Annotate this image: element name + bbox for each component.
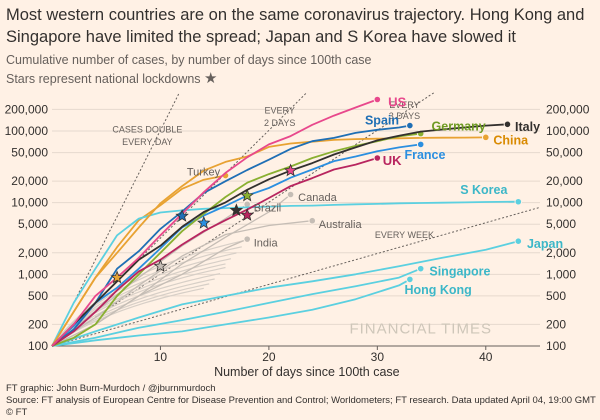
y-tick-label-left: 1,000: [18, 267, 48, 281]
series-label-france: France: [404, 148, 445, 162]
series-line-hong-kong: [51, 278, 411, 347]
y-tick-label-left: 200,000: [5, 102, 49, 116]
series-line-singapore: [51, 267, 422, 347]
series-label-uk: UK: [383, 153, 402, 168]
ref-label-2days: EVERY: [265, 106, 295, 116]
y-tick-label-right: 500: [546, 289, 566, 303]
series-end-dot-japan: [514, 237, 523, 245]
y-tick-label-left: 5,000: [18, 217, 48, 231]
series-label-us: US: [388, 94, 406, 109]
chart-subtitle: Cumulative number of cases, by number of…: [6, 53, 372, 67]
lockdown-note-text: Stars represent national lockdowns: [6, 72, 201, 86]
footer-credit: FT graphic: John Burn-Murdoch / @jburnmu…: [6, 383, 216, 394]
y-tick-label-left: 100: [28, 339, 48, 353]
series-label-canada: Canada: [298, 192, 337, 204]
y-tick-label-right: 20,000: [546, 174, 583, 188]
y-tick-label-right: 50,000: [546, 146, 583, 160]
series-line-japan: [51, 240, 519, 347]
y-tick-label-right: 5,000: [546, 217, 576, 231]
ft-watermark: FINANCIAL TIMES: [349, 320, 492, 337]
background-country-line: [51, 287, 204, 347]
series-end-dot-s-korea: [514, 197, 523, 206]
reference-line: [51, 206, 541, 347]
reference-line: [51, 92, 435, 347]
y-tick-label-left: 10,000: [11, 196, 48, 210]
series-line-italy: [51, 123, 508, 347]
series-end-dot-china: [481, 133, 490, 142]
star-icon: ★: [204, 70, 218, 87]
series-line-spain: [51, 124, 411, 347]
y-tick-label-left: 50,000: [11, 146, 48, 160]
series-end-dot-australia: [308, 216, 317, 225]
y-tick-label-right: 2,000: [546, 246, 576, 260]
series-end-dot-italy: [503, 120, 512, 129]
y-tick-label-right: 1,000: [546, 267, 576, 281]
series-label-s-korea: S Korea: [460, 183, 508, 197]
series-label-germany: Germany: [432, 120, 486, 134]
footer-copyright: © FT: [6, 407, 28, 418]
lockdown-star-france: [197, 215, 211, 229]
lockdown-star-india: [153, 259, 168, 272]
footer-source: Source: FT analysis of European Centre f…: [6, 395, 596, 406]
ref-label-2days-2: 2 DAYS: [264, 118, 295, 128]
series-label-india: India: [254, 237, 279, 249]
series-label-spain: Spain: [365, 114, 399, 128]
series-label-italy: Italy: [515, 120, 540, 134]
x-tick-label: 40: [479, 350, 493, 364]
series-line-us: [51, 98, 378, 347]
series-line-uk: [51, 157, 378, 347]
y-tick-label-right: 200: [546, 317, 566, 331]
series-line-s-korea: [51, 200, 519, 347]
x-tick-label: 20: [262, 350, 276, 364]
series-end-dot-uk: [373, 154, 382, 162]
series-line-germany: [51, 132, 421, 347]
series-line-china: [51, 136, 486, 347]
series-end-dot-hong-kong: [406, 275, 414, 284]
series-end-dot-singapore: [416, 264, 425, 273]
ref-label-3days-2: 3 DAYS: [389, 111, 420, 121]
series-end-dot-france: [416, 140, 425, 149]
chart-title: Most western countries are on the same c…: [6, 6, 585, 46]
ref-label-week: EVERY WEEK: [375, 230, 434, 240]
series-label-brazil: Brazil: [254, 202, 282, 214]
series-label-china: China: [493, 133, 529, 147]
x-tick-label: 10: [154, 350, 168, 364]
ref-label-3days: EVERY: [389, 100, 419, 110]
series-end-dot-spain: [406, 121, 414, 130]
y-tick-label-left: 20,000: [11, 174, 48, 188]
x-tick-label: 30: [371, 350, 385, 364]
lockdown-star-uk: [240, 207, 254, 221]
series-end-dot-us: [373, 95, 382, 104]
series-label-australia: Australia: [319, 219, 363, 231]
series-label-singapore: Singapore: [429, 264, 490, 278]
series-end-dot-canada: [286, 190, 295, 199]
x-axis-title: Number of days since 100th case: [214, 365, 400, 379]
y-tick-label-right: 100: [546, 339, 566, 353]
lockdown-note: Stars represent national lockdowns ★: [6, 70, 218, 88]
lockdown-star-china: [110, 270, 124, 284]
y-tick-label-left: 200: [28, 317, 48, 331]
lockdown-star-spain: [175, 209, 189, 222]
series-label-hong-kong: Hong Kong: [404, 283, 471, 297]
series-label-turkey: Turkey: [187, 167, 221, 179]
lockdown-star-germany: [240, 188, 254, 202]
y-tick-label-right: 100,000: [546, 124, 590, 138]
y-tick-label-right: 10,000: [546, 196, 583, 210]
series-line-australia: [51, 220, 313, 347]
y-tick-label-right: 200,000: [546, 102, 590, 116]
y-tick-label-left: 100,000: [5, 124, 49, 138]
y-tick-label-left: 2,000: [18, 246, 48, 260]
series-line-france: [51, 143, 421, 347]
lockdown-star-us: [283, 163, 298, 177]
ref-label-day-2: EVERY DAY: [122, 137, 173, 147]
background-country-line: [51, 239, 248, 347]
series-end-dot-india: [243, 235, 251, 243]
y-tick-label-left: 500: [28, 289, 48, 303]
lockdown-star-italy: [229, 203, 244, 217]
series-label-japan: Japan: [527, 237, 563, 251]
ref-label-day: CASES DOUBLE: [112, 125, 182, 135]
reference-line: [51, 92, 180, 347]
